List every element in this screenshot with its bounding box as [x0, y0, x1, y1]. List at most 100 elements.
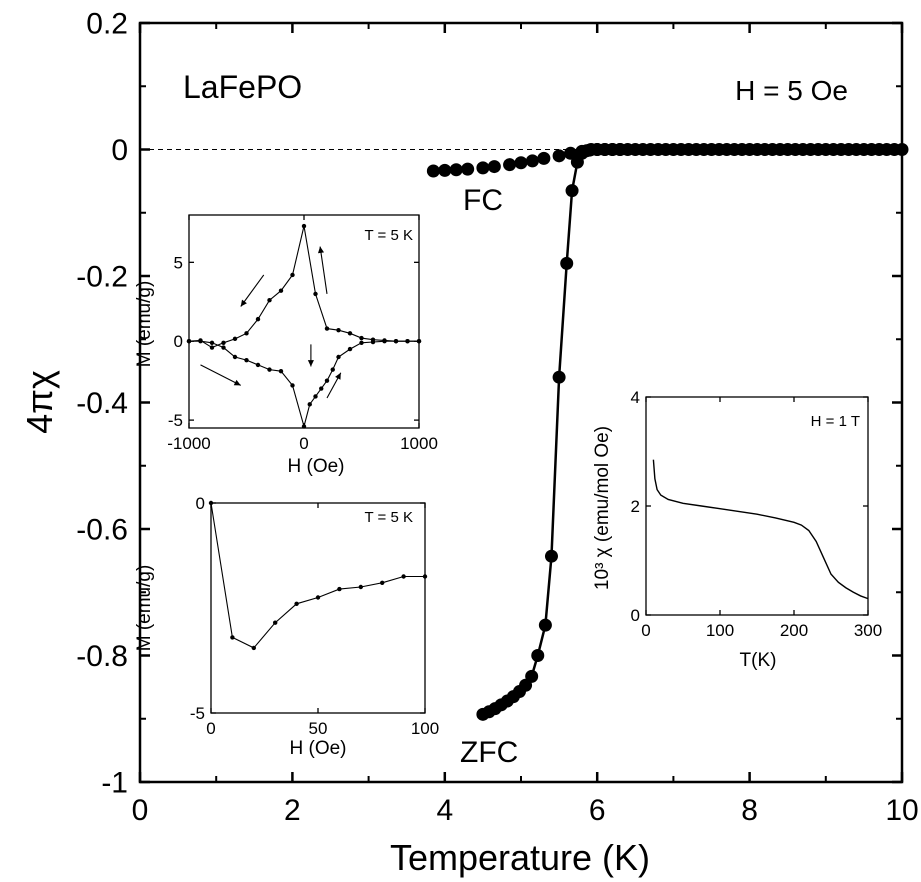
inset1-point	[348, 347, 352, 351]
inset1-ytick-label: 0	[174, 332, 183, 351]
inset1-point	[336, 355, 340, 359]
inset1-frame	[189, 215, 419, 428]
inset3-xtick-label: 200	[780, 621, 808, 640]
zfc-point	[545, 550, 558, 563]
inset1-point	[233, 337, 237, 341]
inset1-point	[336, 328, 340, 332]
inset2-point	[401, 574, 405, 578]
main-xtick-label: 0	[132, 794, 149, 827]
main-ytick-label: -0.6	[76, 514, 128, 547]
inset2-point	[423, 574, 427, 578]
field-label: H = 5 Oe	[735, 75, 848, 106]
zfc-point	[614, 143, 627, 156]
main-ylabel: 4πχ	[19, 370, 60, 434]
inset3-xtick-label: 300	[854, 621, 882, 640]
inset1-point	[319, 386, 323, 390]
inset3-xtick-label: 100	[706, 621, 734, 640]
fc-point	[461, 163, 474, 176]
inset2-xtick-label: 0	[206, 719, 215, 738]
fc-point	[553, 149, 566, 162]
zfc-point	[566, 184, 579, 197]
main-ytick-label: 0	[111, 134, 128, 167]
inset1-xtick-label: 0	[299, 434, 308, 453]
inset1-arrow-head	[241, 300, 247, 307]
inset2-point	[209, 501, 213, 505]
fc-point	[526, 154, 539, 167]
fc-point	[537, 152, 550, 165]
inset1-branch-line	[189, 341, 419, 426]
inset1-point	[210, 345, 214, 349]
zfc-label: ZFC	[460, 736, 518, 769]
main-ytick-label: -0.4	[76, 387, 128, 420]
inset3-ytick-label: 2	[631, 497, 640, 516]
inset1-point	[221, 341, 225, 345]
main-ytick-label: -0.8	[76, 640, 128, 673]
inset1-point	[302, 424, 306, 428]
inset1-point	[359, 341, 363, 345]
inset1-arrow-head	[308, 360, 314, 366]
inset1-point	[256, 363, 260, 367]
main-xtick-label: 6	[589, 794, 606, 827]
inset1-point	[417, 339, 421, 343]
sample-label: LaFePO	[183, 69, 302, 105]
zfc-point	[531, 649, 544, 662]
inset1-ytick-label: -5	[168, 411, 183, 430]
inset2-point	[380, 581, 384, 585]
inset2-point	[316, 595, 320, 599]
inset1-point	[290, 273, 294, 277]
inset2-ytick-label: 0	[196, 494, 205, 513]
inset1-arrow	[320, 247, 327, 294]
inset1-arrow-head	[318, 247, 324, 254]
inset1-point	[302, 224, 306, 228]
inset1-point	[325, 378, 329, 382]
inset3-curve	[653, 460, 868, 599]
inset3-xtick-label: 0	[641, 621, 650, 640]
inset1-annotation: T = 5 K	[364, 227, 413, 244]
inset1-ytick-label: 5	[174, 253, 183, 272]
inset2-point	[359, 585, 363, 589]
inset1-point	[187, 339, 191, 343]
inset2-frame	[211, 503, 425, 713]
fc-point	[427, 165, 440, 178]
zfc-point	[560, 257, 573, 270]
inset2-xlabel: H (Oe)	[290, 738, 347, 759]
fc-point	[450, 163, 463, 176]
inset1-point	[405, 339, 409, 343]
inset1-point	[210, 341, 214, 345]
main-xtick-label: 8	[741, 794, 758, 827]
main-ytick-label: 0.2	[86, 8, 128, 41]
inset1-point	[267, 298, 271, 302]
main-ytick-label: -0.2	[76, 261, 128, 294]
inset3-ylabel: 10³ χ (emu/mol Oe)	[592, 426, 613, 590]
inset1-point	[359, 336, 363, 340]
inset1-point	[394, 339, 398, 343]
inset1-xtick-label: -1000	[167, 434, 210, 453]
inset2-ytick-label: -5	[190, 704, 205, 723]
inset1-point	[221, 345, 225, 349]
fc-label: FC	[463, 184, 503, 217]
inset1-point	[308, 402, 312, 406]
fc-point	[896, 143, 909, 156]
main-xlabel: Temperature (K)	[390, 837, 650, 878]
zfc-point	[539, 619, 552, 632]
inset3-annotation: H = 1 T	[811, 413, 860, 430]
inset1-point	[313, 292, 317, 296]
main-xtick-label: 10	[885, 794, 918, 827]
zfc-point	[553, 371, 566, 384]
chart-marks: 0 2 4 6 8 100.20-0.2-0.4-0.6-0.8-1-1000 0 10005…	[76, 8, 918, 828]
inset2-ylabel: M (emu/g)	[134, 565, 155, 652]
inset1-point	[244, 331, 248, 335]
inset2-xtick-label: 100	[411, 719, 439, 738]
inset2-annotation: T = 5 K	[364, 509, 413, 526]
inset1-point	[290, 383, 294, 387]
inset2-point	[337, 587, 341, 591]
inset1-point	[371, 340, 375, 344]
main-xtick-label: 2	[284, 794, 301, 827]
inset2-point	[273, 621, 277, 625]
fc-point	[488, 160, 501, 173]
inset2-point	[230, 635, 234, 639]
inset1-point	[348, 331, 352, 335]
inset3-xlabel: T(K)	[740, 650, 777, 671]
inset2-point	[252, 646, 256, 650]
